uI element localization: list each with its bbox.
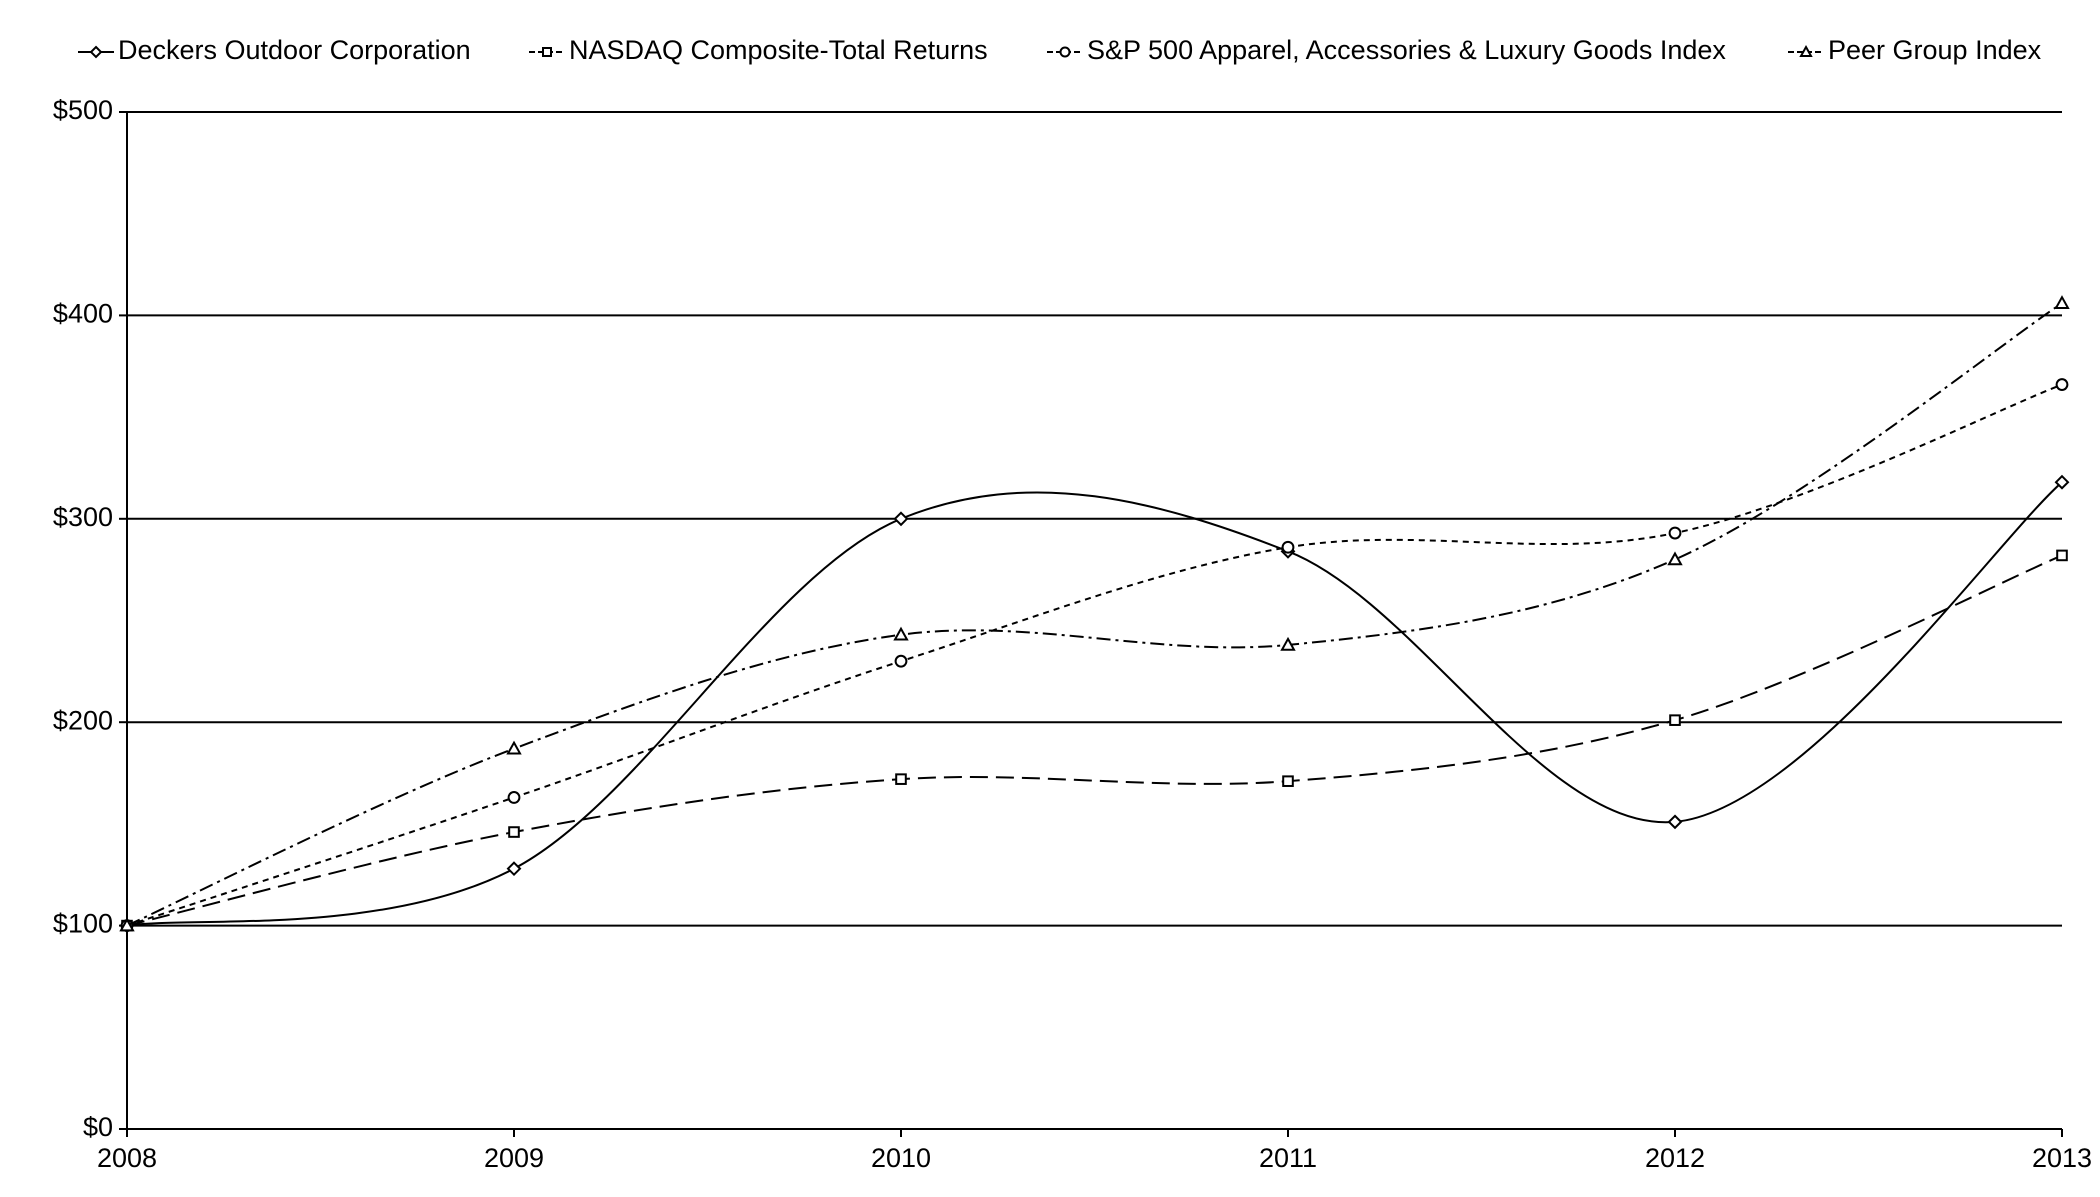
marker (2054, 295, 2070, 309)
x-tick-label: 2008 (97, 1143, 157, 1173)
marker (542, 47, 552, 57)
marker (1281, 540, 1295, 554)
marker (1059, 46, 1071, 58)
marker (895, 773, 907, 785)
marker (894, 654, 908, 668)
marker (2055, 378, 2069, 391)
marker (1799, 44, 1813, 57)
legend-label: Peer Group Index (1828, 35, 2042, 65)
y-tick-label: $200 (53, 705, 113, 735)
marker (119, 917, 135, 932)
x-tick-label: 2012 (1645, 1143, 1705, 1173)
marker (1667, 551, 1683, 566)
legend-label: NASDAQ Composite-Total Returns (569, 35, 988, 65)
x-tick-label: 2011 (1259, 1143, 1317, 1173)
legend-label: S&P 500 Apparel, Accessories & Luxury Go… (1087, 35, 1726, 65)
marker (2054, 474, 2070, 490)
x-tick-label: 2013 (2032, 1143, 2092, 1173)
marker (1282, 775, 1294, 787)
marker (1667, 814, 1683, 830)
marker (893, 626, 909, 641)
marker (508, 826, 520, 838)
y-tick-label: $100 (53, 909, 113, 939)
marker (2056, 549, 2068, 562)
series-line (126, 383, 2063, 927)
marker (1669, 714, 1681, 726)
x-tick-label: 2009 (484, 1143, 544, 1173)
y-tick-label: $400 (53, 299, 113, 329)
legend-label: Deckers Outdoor Corporation (118, 35, 471, 65)
marker (893, 511, 909, 527)
marker (506, 861, 522, 877)
marker (1280, 636, 1296, 651)
marker (1668, 526, 1682, 540)
marker (506, 740, 522, 755)
marker (507, 791, 521, 804)
y-tick-label: $500 (53, 95, 113, 125)
y-tick-label: $300 (53, 502, 113, 532)
marker (89, 45, 103, 59)
series-line (126, 554, 2063, 927)
series-line (126, 302, 2063, 927)
y-tick-label: $0 (83, 1112, 113, 1142)
series-line (126, 481, 2063, 927)
x-tick-label: 2010 (871, 1143, 931, 1173)
